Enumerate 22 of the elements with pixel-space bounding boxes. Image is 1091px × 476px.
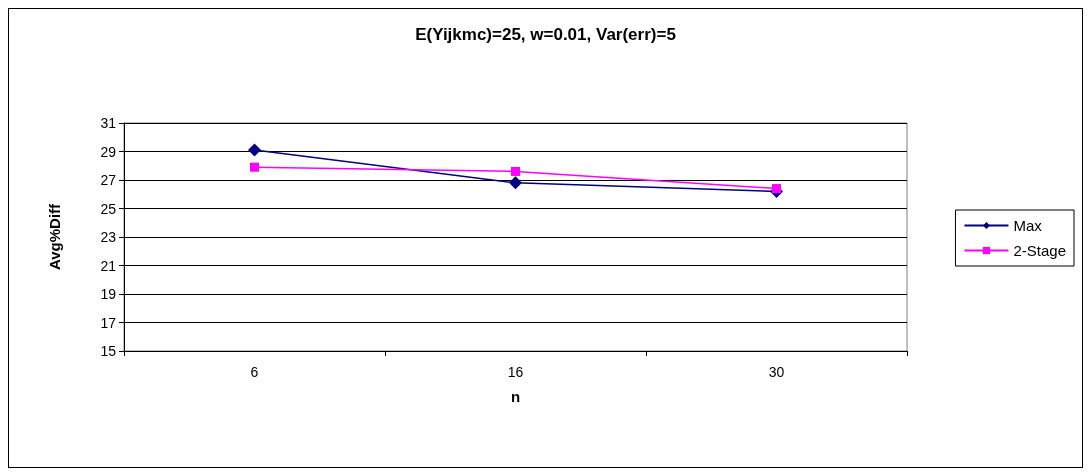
x-tick-label: 30 (768, 364, 785, 380)
y-tick-label: 23 (100, 229, 117, 245)
y-axis-title: Avg%Diff (46, 202, 63, 271)
y-tick-label: 27 (100, 172, 117, 188)
point (509, 176, 522, 190)
point (511, 166, 520, 176)
y-tick-label: 17 (100, 314, 117, 331)
y-tick-label: 19 (100, 286, 117, 302)
x-tick-label: 16 (507, 364, 524, 380)
point (772, 184, 781, 194)
legend-label: Max (1013, 217, 1043, 234)
x-tick-label: 6 (250, 364, 259, 380)
x-axis-title: n (510, 388, 521, 405)
y-tick-label: 25 (100, 200, 117, 217)
y-tick-label: 15 (100, 343, 117, 359)
y-tick-label: 21 (100, 257, 117, 274)
point (248, 143, 261, 157)
y-tick-label: 29 (100, 143, 117, 160)
chart-title: E(Yijkmc)=25, w=0.01, Var(err)=5 (415, 25, 676, 44)
y-tick-label: 31 (100, 115, 117, 131)
point (250, 162, 259, 172)
legend-label: 2-Stage (1013, 242, 1067, 259)
